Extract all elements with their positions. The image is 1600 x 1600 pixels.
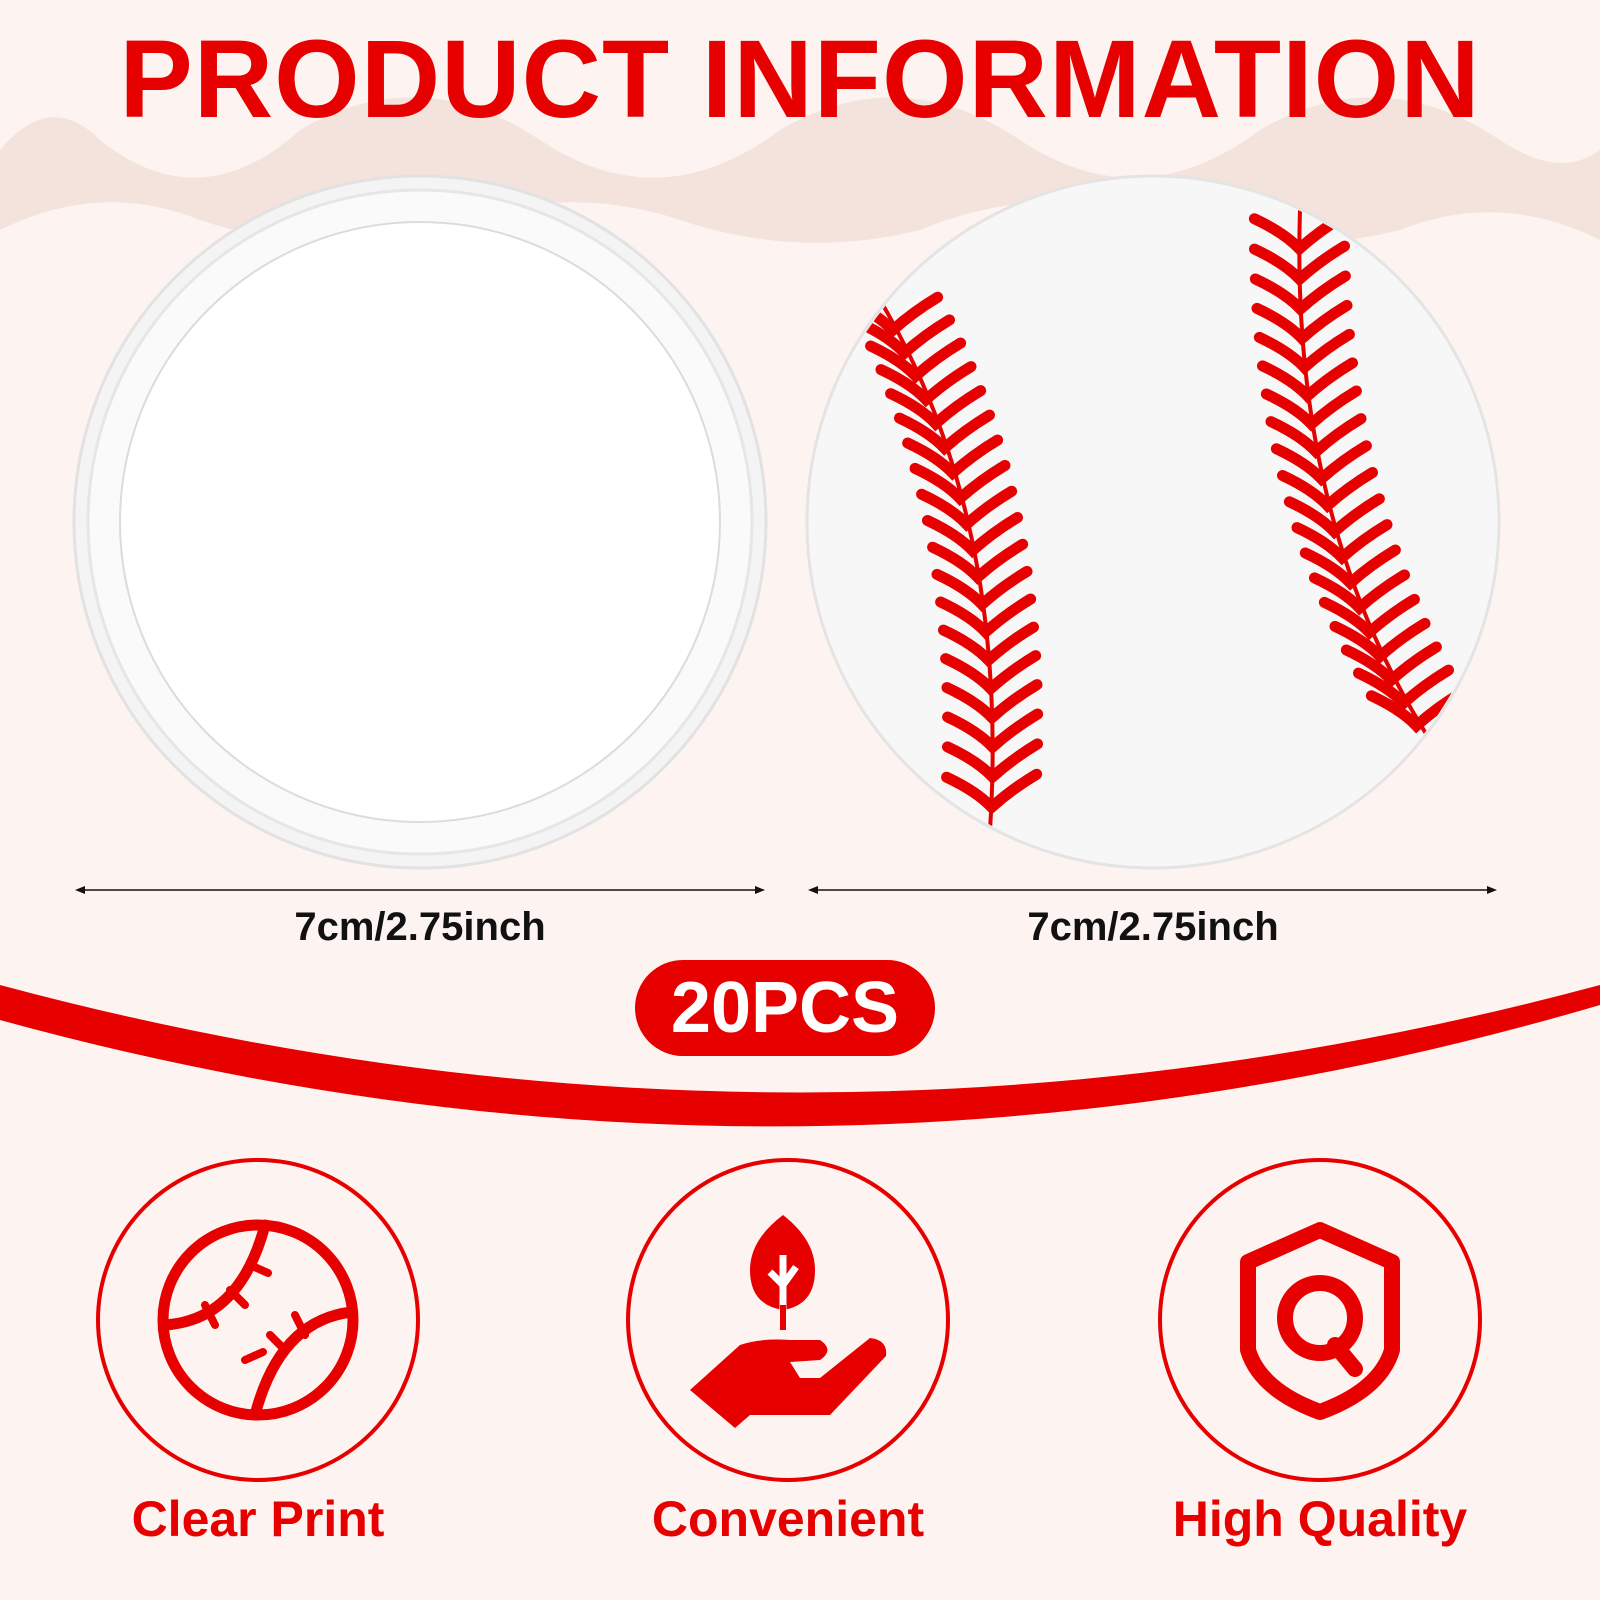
seam-stitch [1329,617,1431,665]
feature-label-convenient: Convenient [651,1491,925,1547]
seam-stitch [942,708,1044,755]
seam-stitch [894,409,995,456]
seam-stitch [909,459,1011,507]
baseball-button-image [805,174,1501,870]
seam-stitch [942,738,1043,785]
blank-button-size: 7cm/2.75inch [294,905,546,949]
baseball-button-size: 7cm/2.75inch [1027,905,1279,949]
seam-stitch [922,512,1023,559]
page-title: PRODUCT INFORMATION [119,18,1481,141]
seam-stitch [1277,467,1378,514]
seam-stitch [1251,299,1353,347]
seam-stitch [1253,328,1355,376]
feature-circle-convenient [626,1158,950,1482]
seam-stitch [941,768,1043,815]
seam-stitch [865,337,967,384]
feature-label-high-quality: High Quality [1172,1491,1468,1547]
feature-circle-high-quality [1158,1158,1482,1482]
seam-stitch [1249,270,1351,317]
seam-stitch [931,565,1033,613]
seam-stitch [941,679,1043,726]
dimension-arrows [75,886,1497,894]
blank-button-image [72,174,768,870]
seam-stitch [1291,519,1393,566]
seam-stitch [1299,544,1401,591]
red-swoosh [0,985,1600,1127]
seam-stitch [935,593,1037,640]
seam-stitch [902,434,1004,481]
seam-stitch [1309,569,1410,616]
seam-stitch [916,485,1018,532]
seam-stitch [938,621,1039,668]
quantity-badge: 20PCS [635,960,935,1056]
feature-label-clear-print: Clear Print [131,1491,385,1547]
hand-leaf-icon [690,1215,887,1428]
seam-stitch [1340,641,1442,688]
seam-stitch [1283,493,1385,540]
seam-stitch [1353,664,1454,711]
seam-stitch [1265,413,1367,460]
seam-stitch [885,385,987,432]
seam-stitch [1260,385,1362,432]
feature-circle-clear-print [96,1158,420,1482]
seam-stitch [875,361,977,408]
shield-q-icon [1240,1222,1400,1420]
seam-stitch [1257,357,1358,404]
seam-stitch [940,650,1042,697]
seam-stitch [854,314,955,361]
seam-stitch [927,538,1029,585]
baseball-icon [157,1219,359,1421]
seam-stitch [1270,440,1372,487]
seam-stitch [1318,593,1420,641]
seam-stitch [1249,240,1350,287]
